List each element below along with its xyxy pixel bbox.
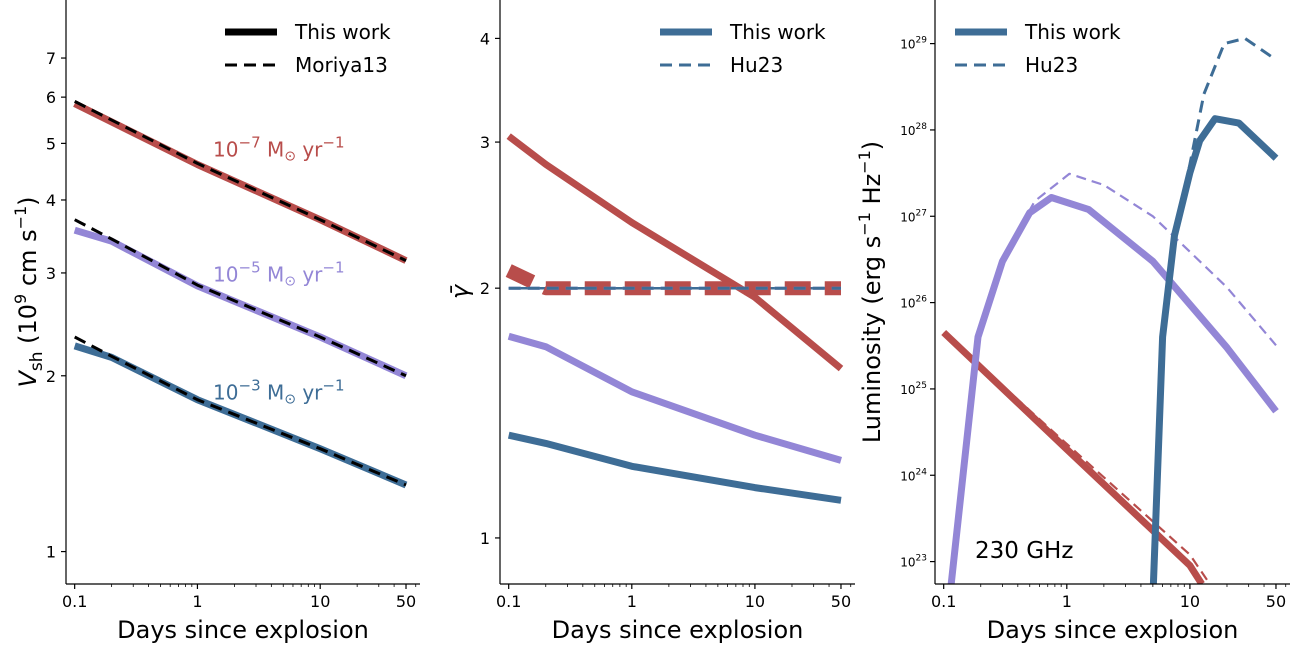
- y-axis-label: Vsh (109 cm s−1): [11, 196, 47, 387]
- x-tick-label: 10: [745, 592, 765, 611]
- series-line-6: [505, 264, 841, 296]
- y-tick-label: 3: [46, 264, 56, 283]
- y-tick-label: 1: [46, 543, 56, 562]
- mass-loss-rate-label: 10−3 M⊙ yr−1: [213, 377, 344, 408]
- x-tick-label: 1: [192, 592, 202, 611]
- y-tick-label: 1025: [900, 381, 927, 397]
- y-tick-label: 1028: [900, 122, 927, 138]
- x-tick-label: 50: [831, 592, 851, 611]
- chart-panel-1: 0.1 1 10 50 1 2 3 4 5 6 7 Days since explosion Vsh (…: [11, 0, 420, 644]
- series-line-6: [1151, 36, 1277, 584]
- legend: This work Hu23: [660, 20, 826, 77]
- y-tick-label: 2: [46, 367, 56, 386]
- series-line-1: [506, 133, 844, 372]
- series-line-4: [74, 218, 407, 378]
- legend-label: This work: [294, 20, 391, 44]
- series-group: [505, 133, 844, 504]
- y-axis-label: Luminosity (erg s−1 Hz−1): [855, 141, 886, 443]
- x-axis-label: Days since explosion: [987, 616, 1239, 644]
- y-tick-label: 1024: [900, 467, 927, 483]
- x-axis-label: Days since explosion: [552, 616, 804, 644]
- x-tick-label: 50: [1266, 592, 1286, 611]
- series-group: [941, 36, 1279, 584]
- legend-label: Hu23: [730, 53, 783, 77]
- legend-label: This work: [729, 20, 826, 44]
- series-line-3: [947, 194, 1279, 584]
- x-axis-label: Days since explosion: [117, 616, 369, 644]
- chart-panel-3: 0.1 1 10 50 1023 1024 1025 1026 1027 1028 1029 Days…: [855, 0, 1290, 644]
- series-line-4: [950, 172, 1277, 584]
- series-group: [73, 100, 408, 489]
- x-tick-label: 1: [627, 592, 637, 611]
- series-line-3: [507, 431, 842, 504]
- series-line-5: [1149, 115, 1279, 584]
- series-line-2: [507, 332, 842, 464]
- y-tick-label: 3: [480, 133, 490, 152]
- x-tick-label: 10: [310, 592, 330, 611]
- y-tick-label: 4: [46, 191, 56, 210]
- y-tick-label: 1029: [900, 36, 927, 52]
- y-tick-label: 7: [46, 49, 56, 68]
- x-tick-label: 0.1: [496, 592, 521, 611]
- legend: This work Hu23: [955, 20, 1121, 77]
- y-tick-label: 1026: [900, 295, 927, 311]
- x-tick-label: 50: [396, 592, 416, 611]
- y-tick-label: 1023: [900, 554, 927, 570]
- y-tick-label: 2: [480, 279, 490, 298]
- legend-label: This work: [1024, 20, 1121, 44]
- legend-label: Moriya13: [295, 53, 388, 77]
- legend: This work Moriya13: [225, 20, 391, 77]
- y-tick-label: 1: [480, 529, 490, 548]
- x-tick-label: 1: [1062, 592, 1072, 611]
- y-tick-label: 1027: [900, 208, 927, 224]
- x-tick-label: 0.1: [931, 592, 956, 611]
- y-tick-label: 6: [46, 88, 56, 107]
- legend-label: Hu23: [1025, 53, 1078, 77]
- y-axis-label: γ̄: [446, 283, 474, 299]
- x-tick-label: 10: [1180, 592, 1200, 611]
- mass-loss-rate-label: 10−7 M⊙ yr−1: [213, 133, 344, 164]
- y-tick-label: 5: [46, 134, 56, 153]
- frequency-label: 230 GHz: [975, 538, 1073, 564]
- series-line-2: [74, 100, 407, 262]
- series-line-6: [74, 335, 407, 487]
- series-line-1: [73, 100, 408, 264]
- y-tick-label: 4: [480, 29, 490, 48]
- x-tick-label: 0.1: [62, 592, 87, 611]
- series-line-2: [942, 331, 1211, 584]
- chart-panel-2: 0.1 1 10 50 1 2 3 4 Days since explosion γ̄ This w…: [446, 0, 855, 644]
- series-line-1: [941, 329, 1205, 584]
- mass-loss-rate-label: 10−5 M⊙ yr−1: [213, 259, 344, 290]
